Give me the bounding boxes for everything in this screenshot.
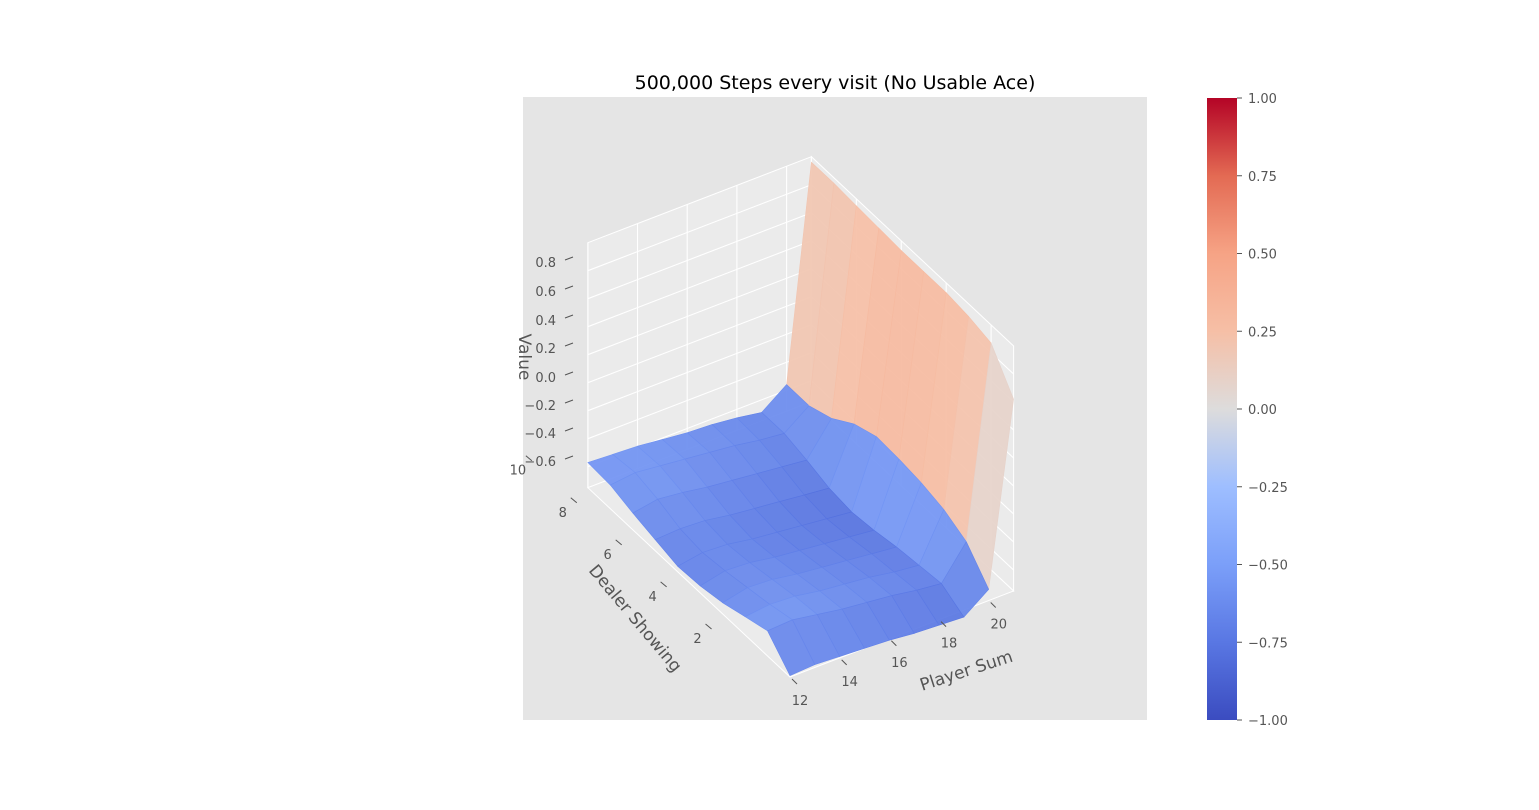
x-tick-label: 20 (990, 618, 1007, 633)
z-tick-mark (564, 256, 574, 261)
x-tick-mark (841, 659, 848, 666)
value-surface (587, 161, 1014, 676)
y-tick-label: 8 (559, 506, 567, 521)
chart-title: 500,000 Steps every visit (No Usable Ace… (635, 72, 1036, 94)
z-tick-mark (564, 314, 574, 319)
x-tick-mark (891, 640, 897, 647)
x-tick-mark (990, 602, 997, 608)
colorbar-tick-label: −0.75 (1248, 636, 1288, 651)
z-tick-label: 0.6 (535, 285, 556, 300)
x-tick-mark (791, 678, 798, 685)
x-tick-label: 18 (941, 637, 958, 652)
x-tick-label: 16 (891, 656, 908, 671)
y-tick-label: 4 (648, 590, 656, 605)
z-axis-title: Value (514, 334, 534, 381)
x-tick-mark (940, 621, 947, 627)
colorbar-ticks: −1.00 −0.75 −0.50 −0.25 0.00 0.25 0.50 0.75 1.00 (1237, 92, 1288, 729)
z-tick-label: 0.0 (535, 371, 556, 386)
colorbar-tick-label: 0.25 (1248, 325, 1277, 340)
z-tick-label: −0.4 (524, 427, 556, 442)
colorbar-tick-label: −1.00 (1248, 714, 1288, 729)
z-tick-label: 0.2 (535, 342, 556, 357)
y-tick-label: 2 (693, 632, 701, 647)
colorbar-tick-label: 0.00 (1248, 403, 1277, 418)
z-tick-label: −0.6 (524, 455, 556, 470)
y-tick-mark (570, 497, 578, 504)
z-tick-mark (564, 371, 574, 376)
y-tick-mark (615, 539, 623, 546)
y-tick-mark (705, 623, 712, 630)
z-tick-label: 0.8 (535, 256, 556, 271)
colorbar-tick-label: 1.00 (1248, 92, 1277, 107)
axis-ticks: 12 14 16 18 20 2 4 6 8 10−0.6 −0.4 −0.2 0.0 0.2 0.4 0.6… (510, 256, 1007, 709)
colorbar-tick-label: −0.25 (1248, 481, 1288, 496)
z-tick-label: 0.4 (535, 314, 556, 329)
z-tick-label: −0.2 (524, 399, 556, 414)
y-tick-label: 6 (604, 548, 612, 563)
z-tick-mark (564, 427, 574, 432)
z-tick-mark (564, 342, 574, 347)
surface-cell (767, 619, 816, 676)
y-tick-mark (660, 581, 667, 588)
colorbar-tick-label: −0.50 (1248, 559, 1288, 574)
z-tick-mark (564, 399, 574, 404)
z-tick-mark (564, 455, 574, 460)
colorbar (1207, 98, 1237, 720)
colorbar-tick-label: 0.75 (1248, 170, 1277, 185)
z-tick-mark (564, 285, 574, 290)
x-tick-label: 14 (841, 675, 858, 690)
y-tick-mark (525, 455, 533, 462)
y-tick-label: 10 (510, 464, 527, 479)
x-tick-label: 12 (792, 694, 809, 709)
colorbar-tick-label: 0.50 (1248, 248, 1277, 263)
